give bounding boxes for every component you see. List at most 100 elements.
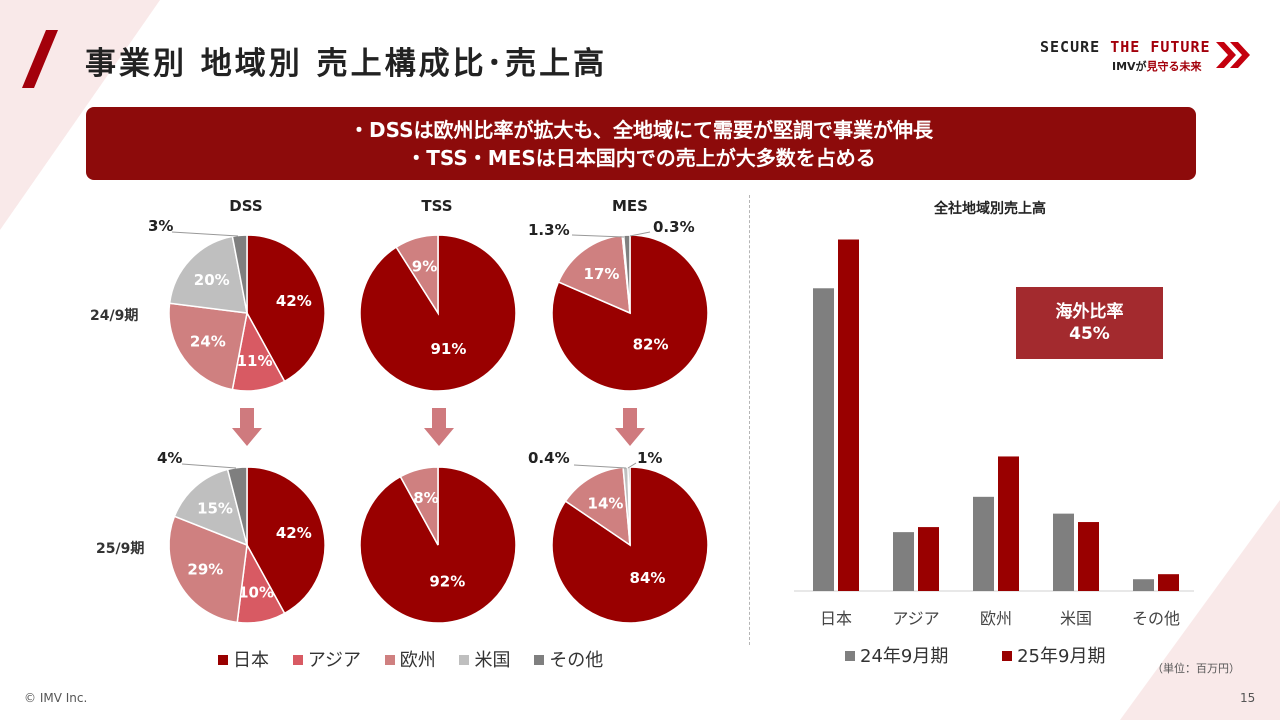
x-tick-label-other: その他 (1132, 609, 1180, 628)
bar-fy2025-usa (1078, 522, 1099, 591)
bar-fy2025-other (1158, 574, 1179, 591)
pie-charts: 42% 11% 24% 20% 91% 9% 82% 17% 42% 10% 29% 15% 9… (168, 231, 709, 624)
summary-banner: ・DSSは欧州比率が拡大も、全地域にて需要が堅調で事業が伸長 ・TSS・MESは… (86, 107, 1196, 180)
pie-data-label-japan: 91% (430, 340, 466, 358)
pie-data-label-asia: 10% (238, 584, 274, 602)
pie-data-label-asia: 11% (237, 352, 273, 370)
period-label-2025: 25/9期 (96, 541, 145, 557)
bar-fy2024-europe (973, 496, 994, 591)
copyright: © IMV Inc. (24, 691, 88, 705)
banner-line-1: ・DSSは欧州比率が拡大も、全地域にて需要が堅調で事業が伸長 (349, 118, 933, 142)
period-label-2024: 24/9期 (90, 308, 139, 324)
leader-line-mes-2024-usa (629, 231, 651, 237)
pie-tss-2025: 92% 8% (359, 466, 517, 624)
pie-data-label-europe: 17% (584, 265, 620, 283)
label-dss-2025-other: 4% (157, 449, 183, 467)
pie-slice-other (226, 466, 248, 546)
overseas-ratio-label: 海外比率 (1055, 302, 1124, 322)
bar-fy2025-asia (918, 527, 939, 591)
bar-fy2024-usa (1053, 513, 1074, 591)
label-mes-2024-other: 1.3% (528, 221, 570, 239)
pie-data-label-europe: 29% (187, 561, 223, 579)
legend-label-europe: 欧州 (399, 650, 436, 671)
x-tick-label-asia: アジア (892, 609, 939, 628)
overseas-ratio-callout: 海外比率 45% (1016, 287, 1163, 359)
label-dss-2024-other: 3% (148, 217, 174, 235)
bar-chart-title: 全社地域別売上高 (934, 201, 1046, 217)
leader-line-mes-2025-other (573, 464, 627, 469)
leader-line-dss-2025-other (181, 463, 237, 469)
legend-label-japan: 日本 (233, 650, 269, 671)
pie-mes-2025: 84% 14% (551, 466, 709, 624)
pie-data-label-japan: 42% (276, 292, 312, 310)
pie-slice-usa (173, 468, 249, 547)
pie-data-label-japan: 84% (630, 569, 666, 587)
legend-swatch-fy2024 (845, 651, 855, 661)
pie-slice-europe (399, 466, 439, 546)
banner-line-2: ・TSS・MESは日本国内での売上が大多数を占める (406, 146, 876, 170)
pie-data-label-europe: 9% (412, 258, 437, 276)
overseas-ratio-value: 45% (1069, 324, 1110, 344)
pie-slice-japan (246, 466, 326, 615)
logo-text-secure: SECURE (1040, 38, 1101, 56)
legend-label-fy2024: 24年9月期 (860, 646, 949, 667)
pie-data-label-europe: 14% (588, 494, 624, 512)
leader-line-dss-2024-other (171, 231, 239, 237)
logo-tagline-suffix: 見守る未来 (1146, 60, 1202, 73)
pie-mes-2024: 82% 17% (551, 234, 709, 392)
pie-slice-other (622, 234, 631, 314)
pie-slice-other (231, 234, 248, 314)
pie-data-label-japan: 42% (276, 524, 312, 542)
pie-data-label-europe: 24% (190, 332, 226, 350)
bar-legend: 24年9月期 25年9月期 (845, 642, 1153, 668)
pie-data-label-usa: 15% (197, 500, 233, 518)
pie-data-label-usa: 20% (194, 271, 230, 289)
pie-slice-japan (246, 234, 326, 383)
legend-item-japan: 日本 (218, 650, 269, 671)
legend-label-other: その他 (549, 650, 604, 671)
legend-label-usa: 米国 (474, 650, 511, 671)
bar-fy2025-japan (838, 239, 859, 591)
down-arrow-icon (424, 408, 454, 446)
pie-data-label-japan: 92% (429, 572, 465, 590)
page-title: 事業別 地域別 売上構成比･売上高 (85, 46, 608, 82)
bar-fy2024-asia (893, 532, 914, 591)
x-tick-label-europe: 欧州 (980, 609, 1012, 628)
label-mes-2025-other: 0.4% (528, 449, 570, 467)
down-arrow-icon (232, 408, 262, 446)
legend-label-fy2025: 25年9月期 (1017, 646, 1106, 667)
title-accent-slash (22, 30, 58, 88)
page-number: 15 (1240, 691, 1256, 705)
legend-item-other: その他 (534, 650, 603, 671)
label-mes-2025-usa: 1% (637, 449, 663, 467)
x-tick-label-usa: 米国 (1060, 609, 1092, 628)
leader-line-mes-2025-usa (627, 462, 637, 469)
pie-dss-2025: 42% 10% 29% 15% (168, 466, 326, 624)
legend-item-fy2025: 25年9月期 (1002, 646, 1105, 667)
legend-swatch-other (534, 655, 545, 665)
legend-swatch-asia (292, 655, 303, 665)
double-chevron-icon (1216, 42, 1250, 68)
pie-data-label-japan: 82% (633, 335, 669, 353)
pie-slice-europe (168, 302, 248, 391)
legend-swatch-fy2025 (1002, 651, 1013, 661)
legend-label-asia: アジア (307, 650, 362, 671)
bar-fy2025-europe (998, 456, 1019, 591)
bar-x-axis: 日本 アジア 欧州 米国 その他 (820, 609, 1180, 628)
legend-swatch-europe (384, 655, 395, 665)
legend-item-europe: 欧州 (384, 650, 436, 671)
pie-slice-europe (168, 515, 248, 624)
pie-title-dss: DSS (229, 197, 263, 215)
legend-item-usa: 米国 (459, 650, 510, 671)
pie-tss-2024: 91% 9% (359, 234, 517, 392)
section-divider (749, 195, 750, 645)
pie-dss-2024: 42% 11% 24% 20% (168, 234, 326, 392)
legend-item-fy2024: 24年9月期 (845, 646, 948, 667)
unit-note: （単位：百万円） (1152, 662, 1240, 675)
leader-line-mes-2024-other (571, 234, 625, 238)
legend-swatch-usa (459, 655, 470, 665)
pie-slice-usa (168, 235, 248, 314)
legend-swatch-japan (218, 655, 228, 665)
legend-item-asia: アジア (292, 650, 362, 671)
pie-data-label-europe: 8% (413, 489, 438, 507)
